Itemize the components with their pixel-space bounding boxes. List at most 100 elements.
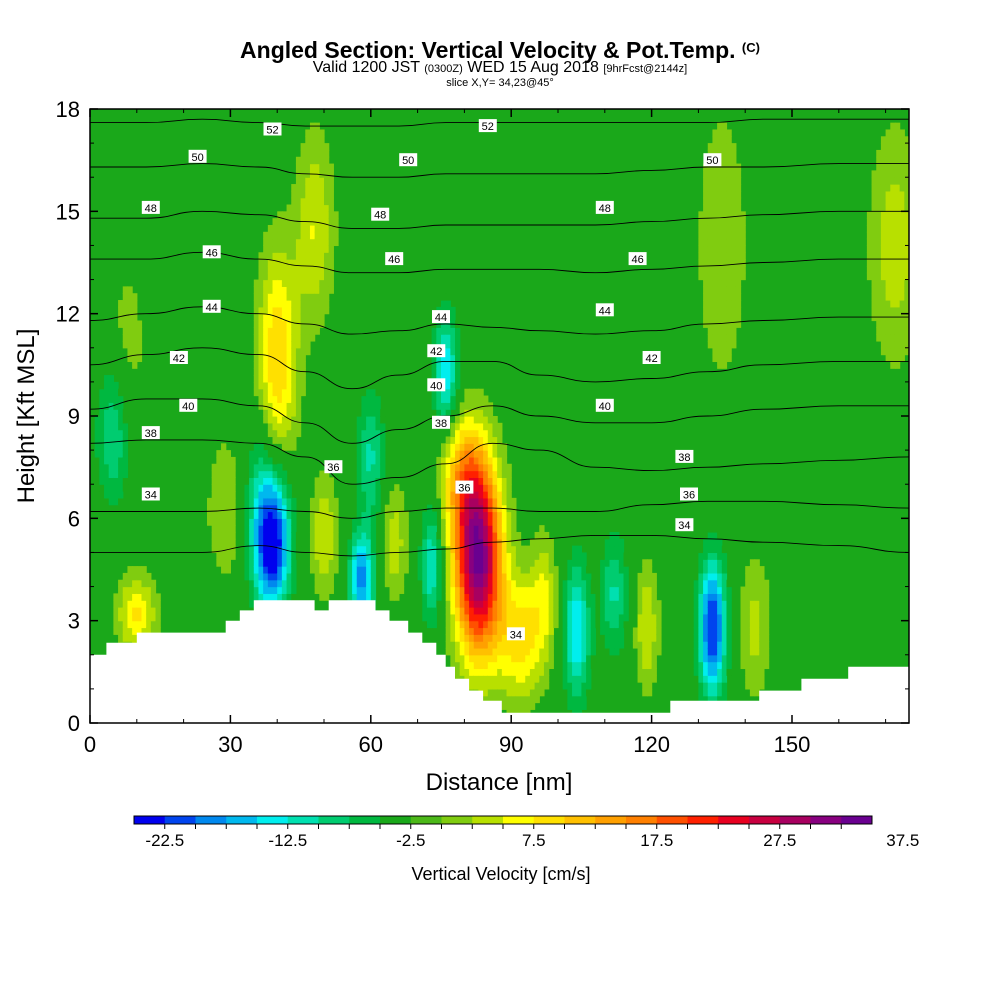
velocity-cell [450, 381, 456, 390]
velocity-cell [740, 647, 746, 656]
velocity-cell [497, 436, 503, 444]
velocity-cell [721, 286, 728, 294]
velocity-cell [291, 347, 297, 356]
velocity-cell [712, 224, 718, 233]
velocity-cell [698, 627, 704, 635]
velocity-cell [904, 245, 909, 253]
velocity-cell [380, 422, 386, 431]
velocity-cell [473, 497, 480, 506]
velocity-cell [319, 204, 325, 212]
velocity-cell [464, 395, 470, 403]
velocity-cell [347, 586, 353, 594]
velocity-cell [356, 579, 363, 588]
velocity-cell [707, 184, 714, 192]
velocity-cell [483, 470, 489, 478]
velocity-cell [230, 463, 236, 472]
velocity-cell [249, 450, 255, 458]
velocity-cell [726, 620, 732, 629]
velocity-cell [314, 279, 320, 287]
velocity-cell [497, 518, 503, 526]
velocity-cell [263, 491, 269, 499]
velocity-cell [581, 607, 587, 615]
velocity-cell [604, 607, 611, 615]
velocity-cell [539, 682, 545, 690]
velocity-cell [450, 654, 456, 663]
velocity-cell [590, 661, 597, 670]
velocity-cell [459, 456, 465, 465]
velocity-cell [483, 463, 489, 472]
velocity-cell [267, 340, 274, 349]
velocity-cell [483, 579, 489, 588]
velocity-cell [314, 224, 320, 233]
velocity-cell [534, 531, 540, 540]
velocity-cell [394, 559, 400, 567]
velocity-cell [473, 531, 480, 540]
velocity-cell [885, 231, 891, 240]
velocity-cell [543, 531, 550, 540]
velocity-cell [576, 607, 582, 615]
isentrope-46 [90, 251, 909, 274]
velocity-cell [543, 538, 550, 547]
velocity-cell [754, 586, 760, 594]
velocity-cell [511, 531, 517, 540]
velocity-cell [258, 320, 264, 328]
velocity-cell [281, 334, 288, 342]
velocity-cell [525, 634, 531, 642]
velocity-cell [104, 395, 110, 403]
velocity-cell [347, 572, 353, 581]
velocity-cell [328, 231, 334, 240]
velocity-cell [267, 306, 274, 315]
velocity-cell [291, 245, 297, 253]
velocity-cell [469, 613, 475, 622]
velocity-cell [501, 531, 508, 540]
velocity-cell [721, 593, 728, 601]
velocity-cell [445, 491, 451, 499]
velocity-cell [749, 627, 756, 635]
velocity-cell [455, 600, 461, 608]
velocity-cell [361, 545, 367, 554]
velocity-cell [698, 593, 704, 601]
velocity-cell [277, 231, 283, 240]
velocity-cell [211, 518, 217, 526]
velocity-cell [221, 504, 227, 513]
velocity-cell [230, 552, 236, 560]
velocity-cell [703, 293, 709, 301]
velocity-cell [455, 525, 461, 533]
velocity-cell [880, 204, 887, 212]
velocity-cell [871, 293, 877, 301]
velocity-cell [155, 613, 161, 622]
velocity-cell [567, 607, 573, 615]
velocity-cell [459, 443, 465, 451]
velocity-cell [511, 586, 517, 594]
velocity-cell [707, 661, 714, 670]
velocity-cell [291, 265, 297, 274]
velocity-cell [136, 579, 143, 588]
velocity-cell [745, 641, 751, 649]
velocity-cell [94, 416, 100, 424]
velocity-cell [305, 306, 311, 315]
velocity-cell [483, 422, 489, 431]
velocity-cell [520, 668, 526, 676]
velocity-cell [422, 518, 428, 526]
velocity-cell [515, 613, 522, 622]
velocity-cell [497, 511, 503, 519]
velocity-cell [539, 654, 545, 663]
velocity-cell [108, 463, 114, 472]
x-tick-label: 0 [84, 732, 96, 757]
velocity-cell [721, 354, 728, 363]
x-axis: 0 30 60 90 120 150 [84, 109, 887, 757]
label-box [432, 310, 450, 324]
velocity-cell [403, 518, 409, 526]
velocity-cell [717, 340, 723, 349]
velocity-cell [263, 511, 269, 519]
velocity-cell [703, 682, 709, 690]
velocity-cell [646, 675, 653, 683]
velocity-cell [534, 661, 540, 670]
label-text: 40 [182, 401, 194, 413]
velocity-cell [525, 545, 531, 554]
velocity-cell [646, 593, 653, 601]
velocity-cell [291, 497, 297, 506]
velocity-cell [525, 654, 531, 663]
velocity-cell [258, 463, 264, 472]
velocity-cell [698, 688, 704, 697]
